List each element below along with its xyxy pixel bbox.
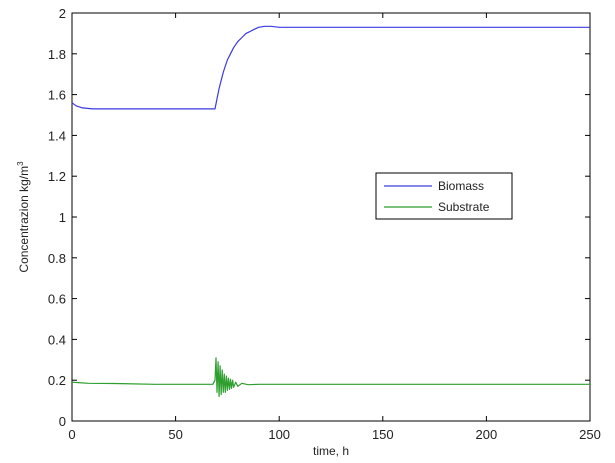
legend-label-biomass: Biomass bbox=[438, 179, 484, 193]
y-tick-label: 1.4 bbox=[48, 128, 66, 143]
legend-label-substrate: Substrate bbox=[438, 200, 490, 214]
legend: Biomass Substrate bbox=[375, 172, 513, 220]
y-tick-label: 1.8 bbox=[48, 47, 66, 62]
series-line-biomass bbox=[71, 25, 590, 110]
x-tick-label: 200 bbox=[476, 427, 498, 442]
x-axis-label: time, h bbox=[313, 444, 349, 458]
x-tick-label: 250 bbox=[579, 427, 601, 442]
x-tick-label: 100 bbox=[268, 427, 290, 442]
y-tick-label: 0 bbox=[59, 414, 66, 429]
legend-box bbox=[375, 172, 513, 220]
x-tick-label: 150 bbox=[372, 427, 394, 442]
y-axis-label-main: Concentrazion kg/m bbox=[17, 166, 31, 273]
x-tick-label: 50 bbox=[168, 427, 182, 442]
y-tick-label: 0.8 bbox=[48, 251, 66, 266]
x-tick-label: 0 bbox=[68, 427, 75, 442]
y-tick-label: 0.6 bbox=[48, 292, 66, 307]
y-tick-label: 0.2 bbox=[48, 373, 66, 388]
series-layer bbox=[71, 25, 590, 398]
y-tick-label: 2 bbox=[59, 6, 66, 21]
y-tick-label: 1.2 bbox=[48, 169, 66, 184]
y-tick-label: 1.6 bbox=[48, 88, 66, 103]
y-axis-label: Concentrazion kg/m3 bbox=[16, 161, 31, 273]
y-tick-label: 1 bbox=[59, 210, 66, 225]
axis-ticks: 0 50 100 150 200 250 0 0.2 0.4 0.6 0.8 1 1.2 1.4 1.6 1.… bbox=[48, 6, 601, 442]
y-axis-label-superscript: 3 bbox=[16, 161, 25, 166]
y-tick-label: 0.4 bbox=[48, 332, 66, 347]
series-line-substrate bbox=[71, 357, 590, 398]
